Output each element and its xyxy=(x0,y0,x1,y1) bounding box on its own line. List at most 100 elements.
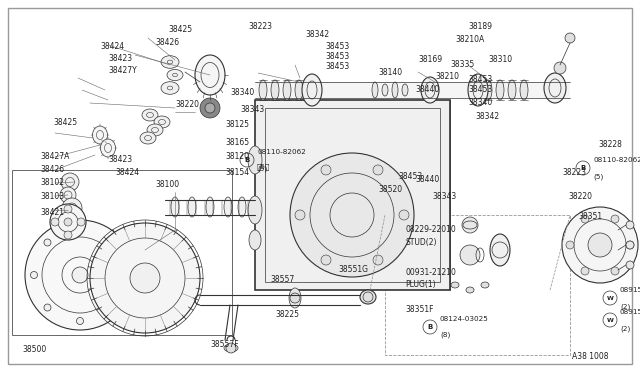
Ellipse shape xyxy=(496,80,504,100)
Text: 38453: 38453 xyxy=(325,42,349,51)
Circle shape xyxy=(72,267,88,283)
Text: 38310: 38310 xyxy=(488,55,512,64)
Text: 38220: 38220 xyxy=(568,192,592,201)
Circle shape xyxy=(122,272,129,279)
Text: 〈5）: 〈5） xyxy=(257,163,270,170)
Circle shape xyxy=(565,33,575,43)
Circle shape xyxy=(130,263,160,293)
Circle shape xyxy=(581,215,589,223)
Circle shape xyxy=(109,304,116,311)
Ellipse shape xyxy=(392,82,398,98)
Ellipse shape xyxy=(100,139,115,157)
Circle shape xyxy=(581,267,589,275)
Text: 38427A: 38427A xyxy=(40,152,69,161)
Circle shape xyxy=(64,218,72,226)
Text: 38220: 38220 xyxy=(175,100,199,109)
Bar xyxy=(255,100,450,290)
Text: 38440: 38440 xyxy=(415,175,439,184)
Ellipse shape xyxy=(248,196,262,224)
Text: 38426: 38426 xyxy=(40,165,64,174)
Ellipse shape xyxy=(302,74,322,106)
Circle shape xyxy=(31,272,38,279)
Text: 38351: 38351 xyxy=(578,212,602,221)
Ellipse shape xyxy=(188,197,196,217)
Text: (5): (5) xyxy=(257,165,268,171)
Ellipse shape xyxy=(167,70,183,81)
Text: 38223: 38223 xyxy=(562,168,586,177)
Text: 38351F: 38351F xyxy=(405,305,433,314)
Text: 38169: 38169 xyxy=(418,55,442,64)
Text: 38342: 38342 xyxy=(475,112,499,121)
Text: 38165: 38165 xyxy=(225,138,249,147)
Circle shape xyxy=(290,153,414,277)
Text: 38551G: 38551G xyxy=(338,265,368,274)
Ellipse shape xyxy=(248,146,262,174)
Text: 08915-44010: 08915-44010 xyxy=(620,287,640,293)
Bar xyxy=(12,170,232,335)
Ellipse shape xyxy=(490,234,510,266)
Text: 38154: 38154 xyxy=(225,168,249,177)
Ellipse shape xyxy=(161,82,179,94)
Text: 38500: 38500 xyxy=(22,345,46,354)
Circle shape xyxy=(61,173,79,191)
Text: 38520: 38520 xyxy=(378,185,402,194)
Circle shape xyxy=(290,293,300,303)
Circle shape xyxy=(44,304,51,311)
Ellipse shape xyxy=(147,124,163,136)
Text: 08124-03025: 08124-03025 xyxy=(440,316,489,322)
Ellipse shape xyxy=(283,80,291,100)
Text: 38225: 38225 xyxy=(275,310,299,319)
Ellipse shape xyxy=(238,197,246,217)
Circle shape xyxy=(626,241,634,249)
Circle shape xyxy=(77,317,83,324)
Circle shape xyxy=(321,165,331,175)
Text: 38120: 38120 xyxy=(225,152,249,161)
Text: 38453: 38453 xyxy=(325,62,349,71)
Circle shape xyxy=(62,198,82,218)
Text: 38421: 38421 xyxy=(40,208,64,217)
Ellipse shape xyxy=(171,197,179,217)
Text: 38440: 38440 xyxy=(415,85,439,94)
Text: 08915-24000: 08915-24000 xyxy=(620,309,640,315)
Circle shape xyxy=(90,223,200,333)
Ellipse shape xyxy=(289,288,301,308)
Ellipse shape xyxy=(154,116,170,128)
Text: 38228: 38228 xyxy=(598,140,622,149)
Circle shape xyxy=(25,220,135,330)
Ellipse shape xyxy=(295,80,303,100)
Text: 38453: 38453 xyxy=(468,75,492,84)
Circle shape xyxy=(64,205,72,213)
Circle shape xyxy=(460,245,480,265)
Circle shape xyxy=(554,62,566,74)
Text: B: B xyxy=(244,157,250,163)
Circle shape xyxy=(363,292,373,302)
Text: (2): (2) xyxy=(620,325,630,331)
Circle shape xyxy=(60,187,76,203)
Ellipse shape xyxy=(520,80,528,100)
Ellipse shape xyxy=(544,73,566,103)
Text: 08229-22010: 08229-22010 xyxy=(405,225,456,234)
Text: 38424: 38424 xyxy=(115,168,139,177)
Text: 38342: 38342 xyxy=(305,30,329,39)
Text: 38210: 38210 xyxy=(435,72,459,81)
Text: 38340: 38340 xyxy=(230,88,254,97)
Text: 38343: 38343 xyxy=(432,192,456,201)
Circle shape xyxy=(566,241,574,249)
Circle shape xyxy=(562,207,638,283)
Text: 38423: 38423 xyxy=(108,54,132,63)
Text: 08110-82062: 08110-82062 xyxy=(257,149,306,155)
Text: 38223: 38223 xyxy=(248,22,272,31)
Circle shape xyxy=(295,210,305,220)
Circle shape xyxy=(64,231,72,239)
Text: B: B xyxy=(428,324,433,330)
Ellipse shape xyxy=(372,82,378,98)
Text: 38423: 38423 xyxy=(108,155,132,164)
Text: W: W xyxy=(607,295,613,301)
Text: STUD(2): STUD(2) xyxy=(405,238,436,247)
Text: 38189: 38189 xyxy=(468,22,492,31)
Circle shape xyxy=(373,255,383,265)
Ellipse shape xyxy=(224,344,238,352)
Circle shape xyxy=(626,221,634,229)
Text: 38453: 38453 xyxy=(325,52,349,61)
Bar xyxy=(255,82,570,98)
